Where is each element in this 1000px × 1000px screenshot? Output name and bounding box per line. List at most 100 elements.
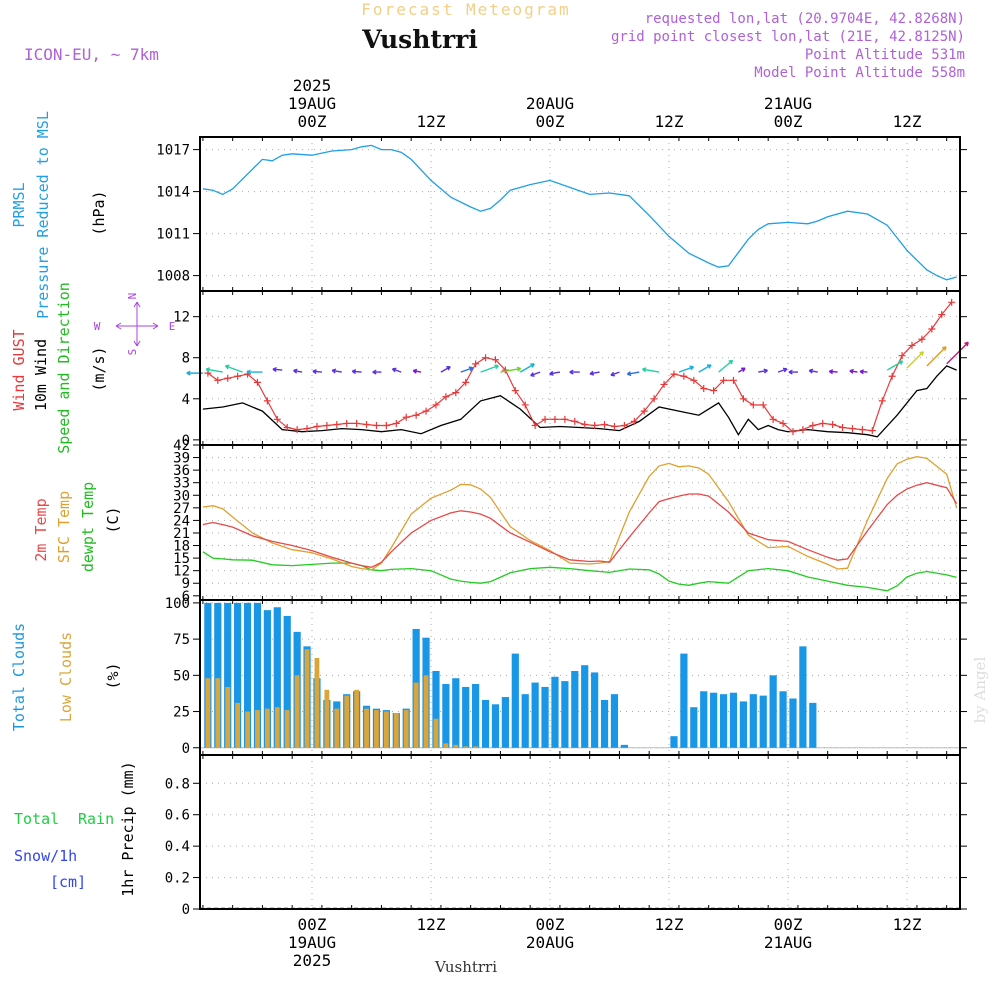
wind-direction-arrow [205,367,223,373]
total-cloud-bar [224,602,232,748]
total-cloud-bar [531,682,539,748]
wind-direction-label: Speed and Direction [55,282,73,454]
total-cloud-bar [442,684,450,748]
temperature-ytick-label: 24 [173,513,190,529]
snow-unit: [cm] [50,873,86,891]
time-label-top: 21AUG [764,94,812,113]
time-label-top: 19AUG [288,94,336,113]
total-cloud-bar [273,607,281,748]
gust-marker [581,420,589,428]
low-cloud-bar [374,710,379,748]
gust-marker [630,417,638,425]
total-cloud-bar [561,681,569,748]
low-cloud-bar [304,649,310,748]
wind-direction-arrow [312,369,322,375]
gust-marker [799,426,807,434]
low-cloud-bar [383,711,389,748]
wind-gust-label: Wind GUST [10,329,28,410]
rain-label: Rain [78,810,114,828]
t2m-line [202,482,958,568]
gust-marker [829,420,837,428]
wind-direction-arrow [828,369,838,375]
total-cloud-bar [779,691,787,748]
gust-marker [313,423,321,431]
total-cloud-bar [581,665,589,748]
low-cloud-bar [463,746,469,748]
pressure-label-2: Pressure Reduced to MSL [34,111,52,319]
gust-marker [501,366,509,374]
low-cloud-bar [274,707,280,748]
total-cloud-bar [283,615,291,748]
total-cloud-bar [610,694,619,748]
gust-marker [303,425,311,433]
low-cloud-bar [354,689,360,748]
gust-marker [839,424,847,432]
compass-icon: N S W E [94,293,176,356]
gust-marker [253,378,261,386]
total-cloud-bar [243,602,252,748]
low-cloud-bar [364,708,369,748]
temperature-ytick-label: 21 [173,526,190,542]
gust-marker [848,425,856,433]
total-cloud-bar [710,692,718,748]
time-label-bottom: 12Z [655,915,684,934]
gust-marker [382,421,390,429]
low-cloud-bar [255,710,260,748]
time-label-bottom: 12Z [893,915,922,934]
time-label-bottom: 20AUG [526,933,574,952]
total-cloud-bar [729,692,738,748]
sfc-label: SFC Temp [55,491,73,563]
gust-marker [938,311,946,319]
low-cloud-bar [205,678,211,748]
gust-marker [819,419,827,427]
gust-marker [591,421,599,429]
gust-marker [392,419,400,427]
wind-direction-arrow [926,346,947,367]
total-clouds-label: Total Clouds [10,623,28,731]
time-label-top: 2025 [293,76,332,95]
gust-marker [402,413,410,421]
gust-marker [868,427,876,435]
low-cloud-bar [235,702,241,748]
low-cloud-bar [403,710,409,748]
time-label-top: 12Z [655,112,684,131]
wind-direction-arrow [738,367,746,373]
total-cloud-bar [462,686,470,748]
precip-unit: 1hr Precip (mm) [119,761,137,896]
gust-marker [462,378,470,386]
wind-direction-arrow [331,368,342,374]
low-cloud-bar [453,744,459,748]
temperature-ytick-label: 30 [173,488,190,504]
gust-marker [888,372,896,380]
time-label-top: 20AUG [526,94,574,113]
wind-speed-line [202,365,957,438]
compass-arrows [115,301,159,347]
gust-marker [670,370,678,378]
gust-marker [680,372,688,380]
gust-marker [293,426,301,434]
gust-marker [263,397,271,405]
compass-s: S [126,349,139,356]
low-cloud-bar [215,678,221,748]
gust-marker [432,401,440,409]
precipitation-ytick-label: 0.2 [165,871,190,887]
gust-marker [601,420,609,428]
gust-marker [521,401,529,409]
total-cloud-bar [234,602,242,748]
gust-marker [531,421,539,429]
time-label-top: 00Z [774,112,803,131]
footer-location: Vushtrri [434,958,497,976]
gust-marker [660,380,668,388]
low-cloud-bar [473,746,479,748]
wind-direction-arrow [808,368,818,374]
wind-direction-arrow [500,366,522,373]
wind-direction-arrow [718,359,734,373]
dewpt-label: dewpt Temp [79,482,97,572]
model-label: ICON-EU, ~ 7km [24,45,159,64]
clouds-ytick-label: 50 [173,668,190,684]
product-title: Forecast Meteogram [361,0,570,19]
total-cloud-bar [719,694,728,748]
gust-marker [809,421,817,429]
pressure-labels: PRMSL Pressure Reduced to MSL (hPa) [10,111,108,319]
wind-direction-arrow [777,367,788,373]
